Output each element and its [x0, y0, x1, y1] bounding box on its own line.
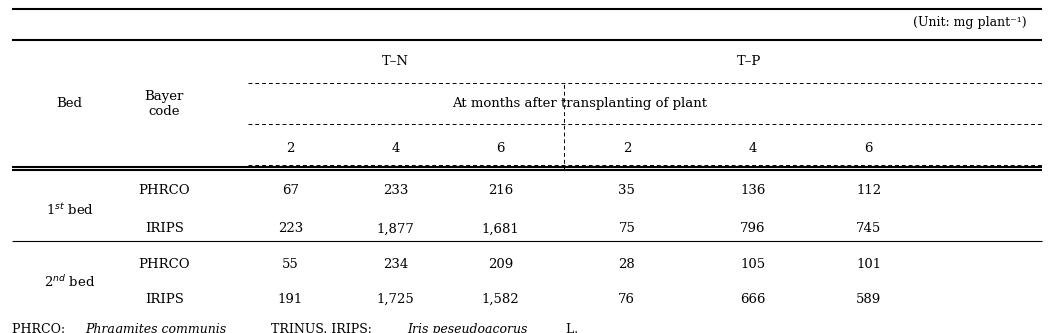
Text: 1,582: 1,582 — [482, 293, 520, 306]
Text: Phragmites communis: Phragmites communis — [85, 323, 227, 333]
Text: Bed: Bed — [57, 97, 82, 110]
Text: IRIPS: IRIPS — [144, 222, 183, 235]
Text: 233: 233 — [383, 184, 408, 197]
Text: 1,725: 1,725 — [376, 293, 414, 306]
Text: 75: 75 — [619, 222, 636, 235]
Text: Bayer
code: Bayer code — [144, 90, 184, 118]
Text: (Unit: mg plant⁻¹): (Unit: mg plant⁻¹) — [913, 16, 1027, 29]
Text: 6: 6 — [864, 142, 873, 155]
Text: 1,681: 1,681 — [482, 222, 520, 235]
Text: 112: 112 — [856, 184, 881, 197]
Text: IRIPS: IRIPS — [144, 293, 183, 306]
Text: 4: 4 — [391, 142, 399, 155]
Text: T–P: T–P — [738, 55, 762, 68]
Text: 666: 666 — [740, 293, 766, 306]
Text: 4: 4 — [748, 142, 757, 155]
Text: 76: 76 — [619, 293, 636, 306]
Text: 191: 191 — [278, 293, 304, 306]
Text: 589: 589 — [856, 293, 881, 306]
Text: PHRCO: PHRCO — [138, 184, 190, 197]
Text: 1,877: 1,877 — [376, 222, 414, 235]
Text: 216: 216 — [488, 184, 513, 197]
Text: 55: 55 — [282, 258, 299, 271]
Text: 234: 234 — [383, 258, 408, 271]
Text: PHRCO: PHRCO — [138, 258, 190, 271]
Text: 105: 105 — [741, 258, 765, 271]
Text: 28: 28 — [619, 258, 636, 271]
Text: 35: 35 — [619, 184, 636, 197]
Text: 136: 136 — [740, 184, 765, 197]
Text: 67: 67 — [282, 184, 299, 197]
Text: 745: 745 — [856, 222, 881, 235]
Text: PHRCO:: PHRCO: — [12, 323, 69, 333]
Text: T–N: T–N — [383, 55, 409, 68]
Text: Iris peseudoacorus: Iris peseudoacorus — [407, 323, 527, 333]
Text: L.: L. — [562, 323, 579, 333]
Text: 101: 101 — [856, 258, 881, 271]
Text: At months after transplanting of plant: At months after transplanting of plant — [452, 97, 707, 110]
Text: 2: 2 — [623, 142, 631, 155]
Text: 6: 6 — [496, 142, 505, 155]
Text: 1$^{st}$ bed: 1$^{st}$ bed — [45, 202, 94, 217]
Text: 2: 2 — [287, 142, 295, 155]
Text: TRINUS. IRIPS:: TRINUS. IRIPS: — [267, 323, 376, 333]
Text: 223: 223 — [278, 222, 304, 235]
Text: 796: 796 — [740, 222, 766, 235]
Text: 209: 209 — [488, 258, 513, 271]
Text: 2$^{nd}$ bed: 2$^{nd}$ bed — [44, 274, 96, 290]
